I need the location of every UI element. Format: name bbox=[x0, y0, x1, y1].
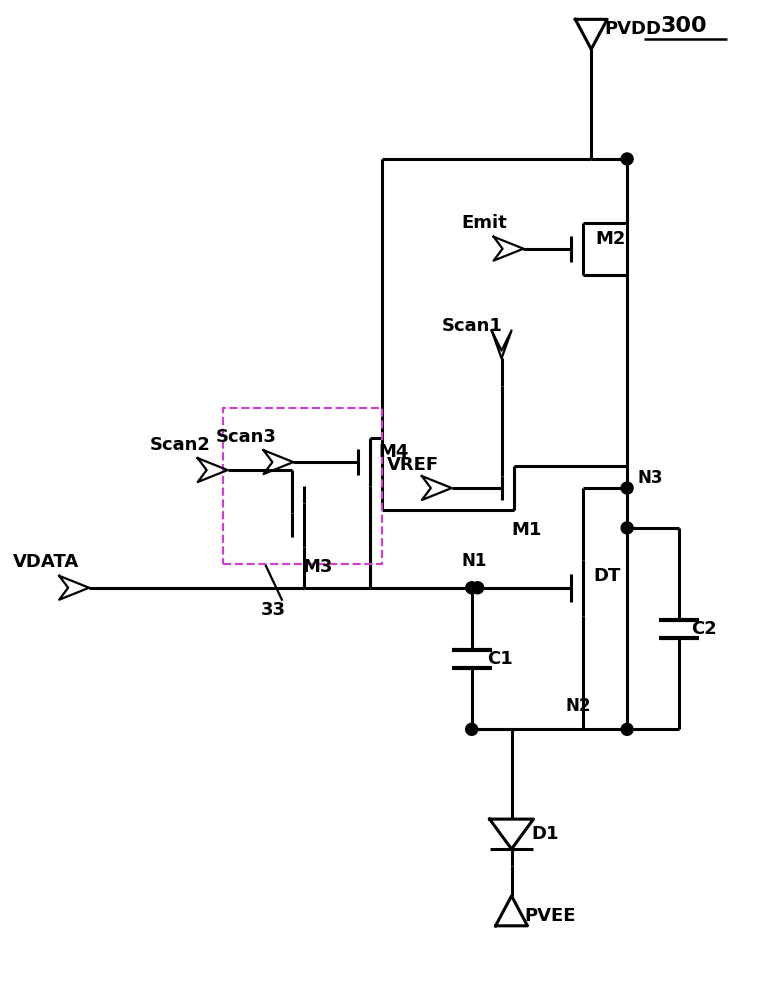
Text: VREF: VREF bbox=[387, 456, 439, 474]
Circle shape bbox=[621, 522, 633, 534]
Text: 33: 33 bbox=[261, 601, 286, 619]
Circle shape bbox=[621, 723, 633, 735]
Circle shape bbox=[621, 482, 633, 494]
Circle shape bbox=[466, 582, 478, 594]
Text: VDATA: VDATA bbox=[13, 553, 79, 571]
Text: Emit: Emit bbox=[461, 214, 507, 232]
Text: Scan3: Scan3 bbox=[215, 428, 277, 446]
Circle shape bbox=[471, 582, 484, 594]
Circle shape bbox=[466, 723, 478, 735]
Text: PVDD: PVDD bbox=[604, 20, 661, 38]
Text: M1: M1 bbox=[512, 521, 542, 539]
Text: Scan2: Scan2 bbox=[150, 436, 211, 454]
Text: Scan1: Scan1 bbox=[442, 317, 503, 335]
Text: C1: C1 bbox=[487, 650, 513, 668]
Text: D1: D1 bbox=[532, 825, 559, 843]
Text: PVEE: PVEE bbox=[524, 907, 576, 925]
Circle shape bbox=[621, 153, 633, 165]
Text: M3: M3 bbox=[303, 558, 332, 576]
Text: N3: N3 bbox=[637, 469, 662, 487]
Text: N1: N1 bbox=[461, 552, 487, 570]
Text: C2: C2 bbox=[691, 620, 717, 638]
Text: M2: M2 bbox=[595, 230, 626, 248]
Text: DT: DT bbox=[593, 567, 620, 585]
Text: N2: N2 bbox=[565, 697, 591, 715]
Text: 300: 300 bbox=[661, 16, 707, 36]
Bar bbox=[222, 408, 382, 564]
Text: M4: M4 bbox=[378, 443, 409, 461]
